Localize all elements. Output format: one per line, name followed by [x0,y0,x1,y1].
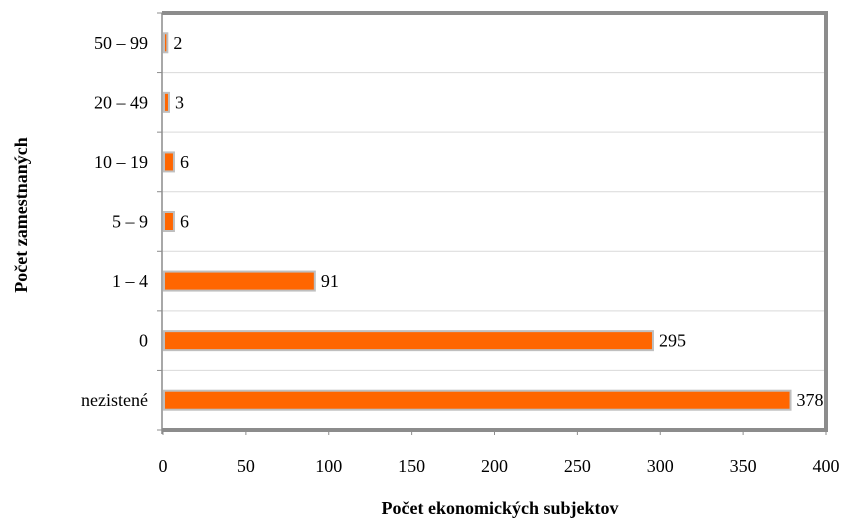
plot-border [162,13,826,430]
y-tick-label: 1 – 4 [112,271,148,291]
x-tick-label: 250 [564,456,591,476]
y-tick-label: 50 – 99 [94,33,148,53]
x-axis-title: Počet ekonomických subjektov [382,498,619,518]
bars [164,33,791,409]
bar [164,272,315,291]
y-tick-label: 10 – 19 [94,152,148,172]
gridlines [162,73,826,371]
data-label: 2 [173,33,182,53]
bar [164,212,174,231]
data-label: 295 [659,331,686,351]
data-label: 378 [797,390,824,410]
x-tick-label: 150 [398,456,425,476]
y-tick-label: nezistené [81,390,148,410]
x-tick-label: 50 [237,456,255,476]
data-labels: 378 295 91 6 6 3 2 [173,33,823,410]
data-label: 91 [321,271,339,291]
bar [164,391,791,410]
x-tick-label: 100 [315,456,342,476]
x-tick-label: 0 [159,456,168,476]
bar [164,331,653,350]
data-label: 6 [180,212,189,232]
x-tick-labels: 0 50 100 150 200 250 300 350 400 [159,430,840,476]
y-tick-label: 5 – 9 [112,212,148,232]
bar [164,152,174,171]
x-tick-label: 200 [481,456,508,476]
y-tick-label: 0 [139,331,148,351]
y-axis-title: Počet zamestnaných [11,137,31,292]
y-tick-label: 20 – 49 [94,92,148,112]
bar [164,33,167,52]
data-label: 6 [180,152,189,172]
bar [164,93,169,112]
x-tick-label: 400 [813,456,840,476]
y-tick-labels: nezistené 0 1 – 4 5 – 9 10 – 19 20 – 49 50 – 9… [81,33,148,410]
x-tick-label: 300 [647,456,674,476]
x-tick-label: 350 [730,456,757,476]
data-label: 3 [175,92,184,112]
